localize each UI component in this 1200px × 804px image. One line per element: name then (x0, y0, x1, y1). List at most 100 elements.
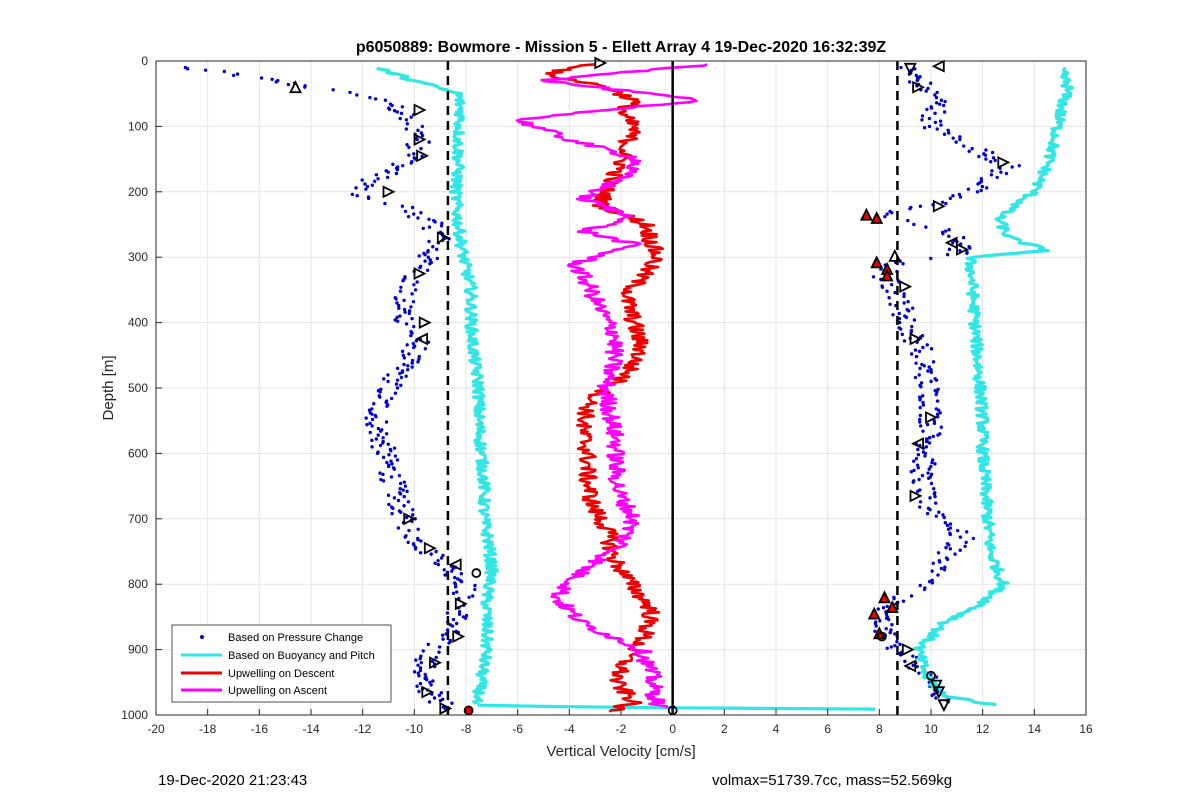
pressure-point (398, 487, 402, 491)
pressure-point (416, 216, 420, 220)
pressure-point (958, 548, 962, 552)
pressure-point (944, 545, 948, 550)
pressure-point (418, 668, 423, 673)
pressure-point (417, 254, 421, 258)
pressure-point (404, 322, 409, 326)
pressure-point (930, 578, 934, 582)
plot-data (183, 56, 1074, 716)
event-marker (880, 268, 894, 282)
pressure-point (390, 103, 394, 108)
pressure-point (442, 568, 446, 572)
y-tick-label: 400 (128, 316, 148, 330)
pressure-point (286, 82, 291, 87)
pressure-point (919, 384, 923, 389)
pressure-point (403, 209, 408, 214)
pressure-point (933, 120, 938, 125)
pressure-point (393, 391, 398, 395)
pressure-point (464, 613, 469, 618)
buoyancy-series (477, 703, 876, 711)
pressure-point (936, 433, 940, 437)
pressure-point (921, 403, 926, 407)
pressure-point (416, 527, 420, 531)
pressure-point (432, 696, 437, 700)
buoyancy-series (913, 66, 1074, 707)
x-tick-label: -18 (199, 722, 217, 736)
pressure-point (924, 225, 928, 229)
pressure-point (411, 513, 415, 517)
pressure-point (370, 412, 374, 416)
pressure-point (898, 653, 903, 657)
pressure-point (409, 333, 413, 338)
pressure-point (940, 200, 945, 204)
pressure-point (929, 367, 933, 372)
pressure-point (932, 492, 937, 496)
pressure-point (445, 611, 450, 615)
pressure-point (447, 641, 451, 645)
pressure-point (902, 294, 906, 299)
pressure-point (932, 419, 936, 423)
pressure-point (958, 135, 962, 139)
pressure-point (984, 157, 988, 161)
x-tick-label: -6 (512, 722, 523, 736)
pressure-point (373, 97, 378, 101)
pressure-point (392, 496, 397, 500)
legend-label-buoyancy: Based on Buoyancy and Pitch (228, 650, 375, 662)
pressure-point (947, 228, 951, 232)
pressure-point (989, 173, 994, 177)
pressure-point (935, 127, 939, 131)
pressure-point (414, 658, 418, 662)
pressure-point (901, 599, 906, 603)
pressure-point (965, 251, 969, 255)
x-tick-label: -14 (302, 722, 320, 736)
pressure-point (418, 681, 423, 686)
pressure-point (394, 382, 399, 386)
pressure-point (222, 69, 227, 74)
pressure-point (441, 637, 445, 641)
pressure-point (935, 90, 939, 95)
pressure-point (364, 416, 368, 420)
pressure-point (915, 489, 920, 494)
pressure-point (913, 375, 918, 380)
pressure-point (389, 475, 394, 479)
pressure-point (971, 536, 976, 541)
pressure-point (386, 379, 390, 384)
x-tick-label: 2 (721, 722, 728, 736)
pressure-point (954, 140, 958, 144)
pressure-point (889, 645, 894, 649)
pressure-point (936, 551, 941, 555)
event-marker (418, 316, 432, 330)
pressure-point (991, 156, 996, 160)
ascent-series (516, 63, 708, 709)
x-tick-label: 10 (924, 722, 938, 736)
pressure-point (984, 186, 989, 190)
pressure-point (418, 265, 422, 270)
event-marker (870, 255, 884, 269)
pressure-point (930, 693, 934, 698)
event-marker (870, 210, 884, 224)
pressure-point (944, 201, 948, 206)
y-tick-label: 600 (128, 446, 148, 460)
pressure-point (939, 123, 943, 127)
pressure-point (392, 109, 397, 113)
pressure-point (412, 152, 416, 156)
pressure-point (936, 573, 940, 577)
buoyancy-series (376, 66, 499, 705)
pressure-point (382, 377, 386, 381)
pressure-point (929, 481, 934, 486)
pressure-point (434, 549, 438, 554)
pressure-point (231, 73, 236, 78)
event-marker (448, 558, 462, 572)
pressure-point (376, 433, 380, 437)
pressure-point (933, 111, 937, 116)
pressure-point (935, 399, 940, 403)
pressure-point (430, 659, 435, 664)
pressure-point (926, 476, 931, 480)
pressure-point (366, 196, 371, 201)
pressure-point (384, 400, 388, 405)
x-tick-label: -4 (564, 722, 575, 736)
pressure-point (437, 645, 442, 649)
pressure-point (918, 204, 923, 208)
pressure-point (381, 455, 386, 460)
pressure-point (912, 222, 916, 227)
pressure-point (902, 301, 906, 305)
